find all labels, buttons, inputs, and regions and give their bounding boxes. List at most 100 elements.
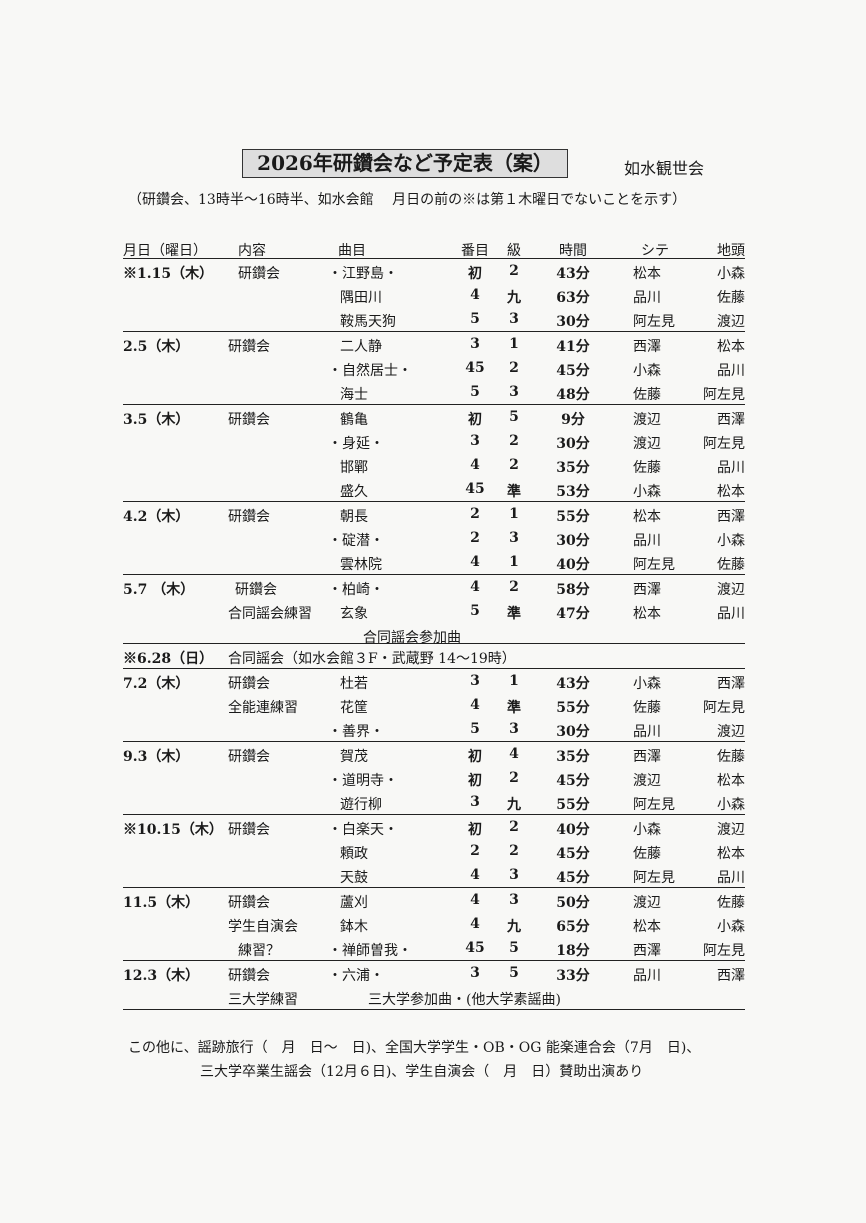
- grade-cell: 5: [509, 965, 519, 981]
- number-cell: 初: [468, 412, 482, 428]
- number-cell: 3: [470, 336, 480, 352]
- date-cell: ※6.28（日）: [123, 651, 214, 667]
- jigashira-cell: 西澤: [717, 509, 745, 525]
- content-cell: 研鑽会: [228, 822, 270, 838]
- shite-cell: 阿左見: [633, 870, 675, 886]
- time-cell: 43分: [556, 266, 590, 282]
- shite-cell: 佐藤: [633, 846, 661, 862]
- date-cell: 7.2（木）: [123, 676, 190, 692]
- piece-cell: 海士: [340, 387, 368, 403]
- number-cell: 初: [468, 266, 482, 282]
- piece-cell: ・碇潜・: [328, 533, 384, 549]
- number-cell: 5: [470, 603, 480, 619]
- header-jigashira: 地頭: [717, 243, 745, 259]
- table-row: 7.2（木） 研鑽会 杜若 3 1 43分 小森 西澤: [123, 669, 745, 693]
- number-cell: 4: [470, 457, 480, 473]
- schedule-group: ※1.15（木） 研鑽会 ・江野島・ 初 2 43分 松本 小森 隅田川 4 九 63分 品川 佐藤 鞍馬天…: [123, 259, 745, 332]
- jigashira-cell: 渡辺: [717, 724, 745, 740]
- shite-cell: 佐藤: [633, 387, 661, 403]
- grade-cell: 3: [509, 721, 519, 737]
- table-row: 全能連練習 花筐 4 準 55分 佐藤 阿左見: [123, 693, 745, 717]
- shite-cell: 小森: [633, 822, 661, 838]
- content-cell: 研鑽会: [235, 582, 277, 598]
- content-cell: 研鑽会: [228, 412, 270, 428]
- grade-cell: 2: [509, 770, 519, 786]
- table-row: 天鼓 4 3 45分 阿左見 品川: [123, 863, 745, 887]
- event-cell: 合同謡会（如水会館３F・武蔵野 14〜19時）: [228, 651, 516, 667]
- shite-cell: 松本: [633, 919, 661, 935]
- shite-cell: 渡辺: [633, 436, 661, 452]
- grade-cell: 九: [507, 919, 521, 935]
- page-title: 2026年研鑽会など予定表（案）: [242, 149, 568, 178]
- number-cell: 4: [470, 579, 480, 595]
- jigashira-cell: 松本: [717, 846, 745, 862]
- jigashira-cell: 佐藤: [717, 895, 745, 911]
- header-content: 内容: [238, 243, 266, 259]
- content-cell: 研鑽会: [238, 266, 280, 282]
- piece-cell: 鶴亀: [340, 412, 368, 428]
- content-cell: 全能連練習: [228, 700, 298, 716]
- grade-cell: 2: [509, 457, 519, 473]
- shite-cell: 松本: [633, 509, 661, 525]
- piece-cell: ・白楽天・: [328, 822, 398, 838]
- grade-cell: 5: [509, 940, 519, 956]
- shite-cell: 佐藤: [633, 700, 661, 716]
- time-cell: 30分: [556, 533, 590, 549]
- grade-cell: 1: [509, 673, 519, 689]
- grade-cell: 準: [507, 700, 521, 716]
- content-cell: 研鑽会: [228, 895, 270, 911]
- piece-cell: 賀茂: [340, 749, 368, 765]
- number-cell: 3: [470, 794, 480, 810]
- jigashira-cell: 渡辺: [717, 822, 745, 838]
- table-row: 3.5（木） 研鑽会 鶴亀 初 5 9分 渡辺 西澤: [123, 405, 745, 429]
- grade-cell: 1: [509, 336, 519, 352]
- date-cell: 4.2（木）: [123, 509, 190, 525]
- content-cell: 研鑽会: [228, 339, 270, 355]
- number-cell: 45: [465, 360, 485, 376]
- number-cell: 2: [470, 506, 480, 522]
- piece-cell: 蘆刈: [340, 895, 368, 911]
- date-cell: 12.3（木）: [123, 968, 200, 984]
- schedule-group: ※10.15（木） 研鑽会 ・白楽天・ 初 2 40分 小森 渡辺 頼政 2 2 45分 佐藤 松本 天鼓 4…: [123, 815, 745, 888]
- piece-cell: ・自然居士・: [328, 363, 412, 379]
- shite-cell: 阿左見: [633, 557, 675, 573]
- time-cell: 45分: [556, 773, 590, 789]
- schedule-groups: ※1.15（木） 研鑽会 ・江野島・初 2 43分 松本 小森 隅田川 4 九 63分 品川 佐藤 鞍馬天…: [123, 259, 745, 1010]
- time-cell: 58分: [556, 582, 590, 598]
- table-row: ・善界・ 5 3 30分 品川 渡辺: [123, 717, 745, 741]
- content-cell: 研鑽会: [228, 968, 270, 984]
- grade-cell: 3: [509, 311, 519, 327]
- date-cell: ※10.15（木）: [123, 822, 223, 838]
- jigashira-cell: 佐藤: [717, 749, 745, 765]
- table-row: ・道明寺・ 初 2 45分 渡辺 松本: [123, 766, 745, 790]
- grade-cell: 1: [509, 554, 519, 570]
- header-date: 月日（曜日）: [123, 243, 207, 259]
- schedule-group: 12.3（木） 研鑽会 ・六浦・ 3 5 33分 品川 西澤 三大学練習 三大学参加曲・(他大学素…: [123, 961, 745, 1010]
- shite-cell: 阿左見: [633, 797, 675, 813]
- time-cell: 63分: [556, 290, 590, 306]
- note-cell: 合同謡会参加曲: [363, 630, 461, 646]
- content-cell: 練習？: [238, 943, 280, 959]
- table-row: ・身延・ 3 2 30分 渡辺 阿左見: [123, 429, 745, 453]
- jigashira-cell: 佐藤: [717, 557, 745, 573]
- number-cell: 初: [468, 749, 482, 765]
- piece-cell: ・六浦・: [328, 968, 384, 984]
- table-row: 学生自演会 鉢木 4 九 65分 松本 小森: [123, 912, 745, 936]
- piece-cell: 花筐: [340, 700, 368, 716]
- content-cell: 学生自演会: [228, 919, 298, 935]
- content-cell: 研鑽会: [228, 676, 270, 692]
- table-row: ※10.15（木） 研鑽会 ・白楽天・ 初 2 40分 小森 渡辺: [123, 815, 745, 839]
- time-cell: 50分: [556, 895, 590, 911]
- table-row: 合同謡会練習 玄象 5 準 47分 松本 品川: [123, 599, 745, 623]
- jigashira-cell: 小森: [717, 797, 745, 813]
- time-cell: 65分: [556, 919, 590, 935]
- table-row: 雲林院 4 1 40分 阿左見 佐藤: [123, 550, 745, 574]
- grade-cell: 2: [509, 579, 519, 595]
- number-cell: 4: [470, 916, 480, 932]
- table-row: 練習？ ・禅師曽我・ 45 5 18分 西澤 阿左見: [123, 936, 745, 960]
- piece-cell: ・道明寺・: [328, 773, 398, 789]
- content-cell: 三大学練習: [228, 992, 298, 1008]
- number-cell: 2: [470, 843, 480, 859]
- shite-cell: 渡辺: [633, 773, 661, 789]
- date-cell: 5.7 （木）: [123, 582, 195, 598]
